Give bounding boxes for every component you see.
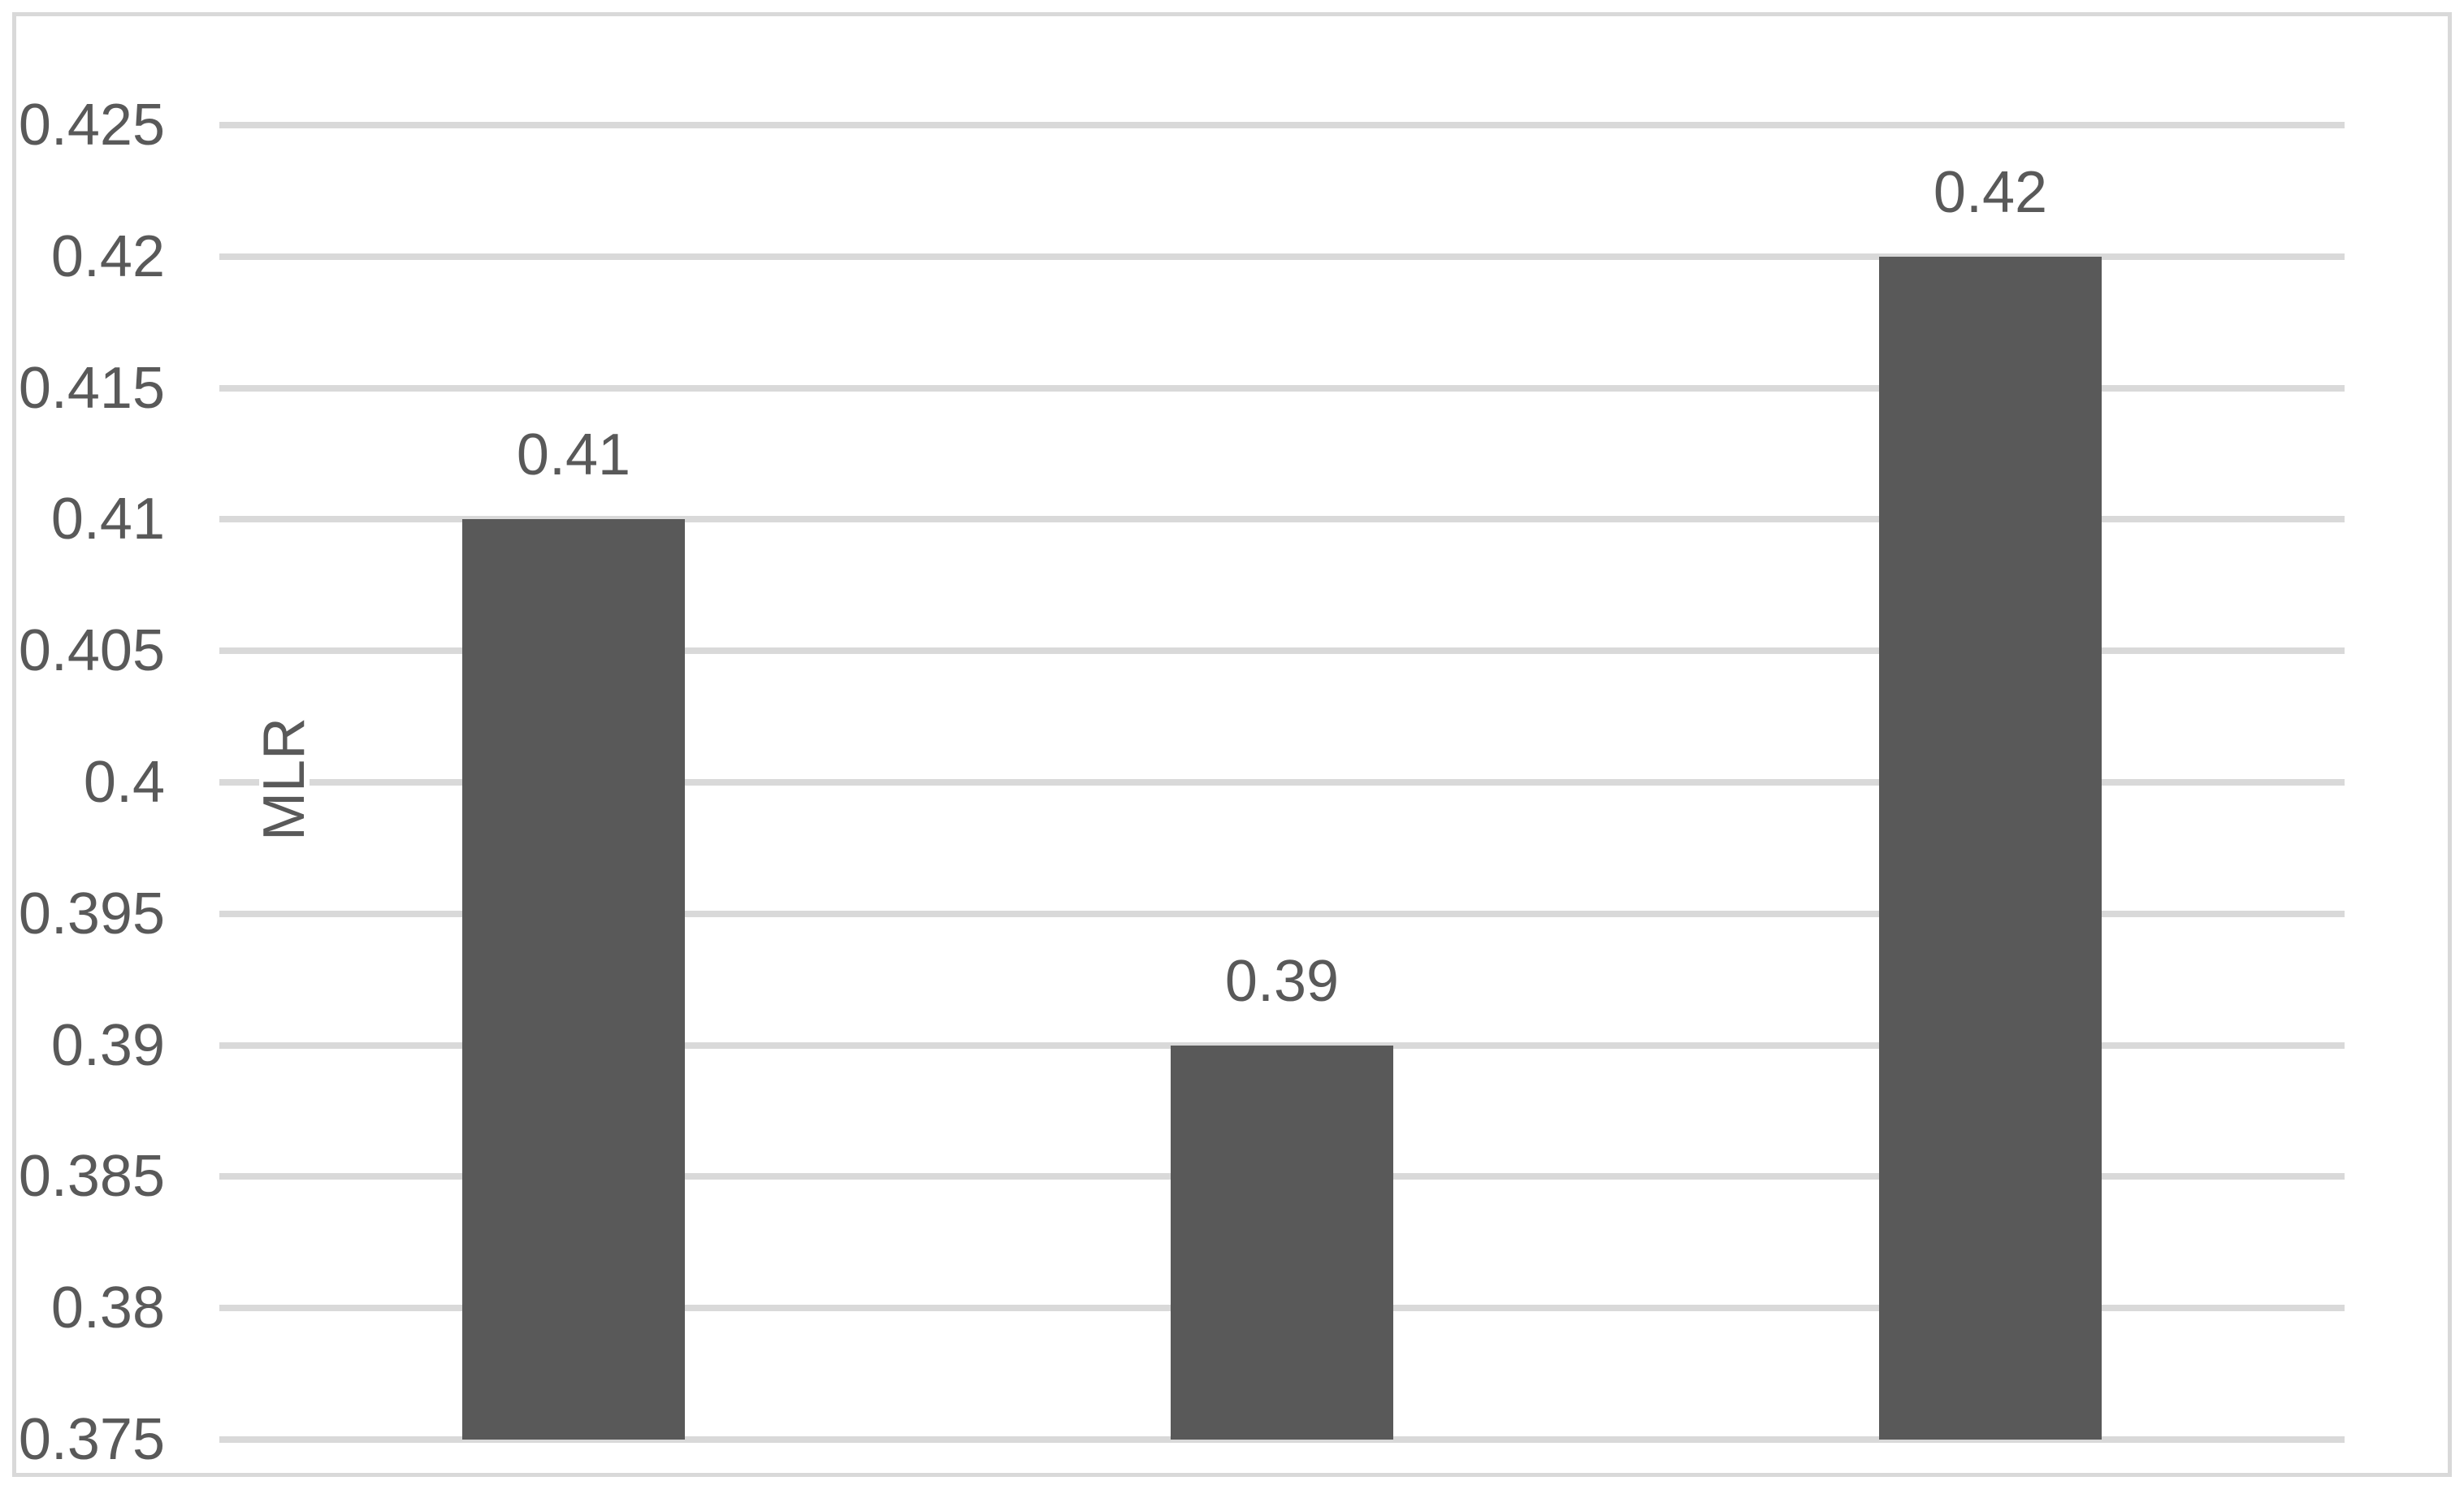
bar-data-label: 0.41 xyxy=(516,422,631,488)
y-axis-tick-label: 0.405 xyxy=(18,618,165,684)
gridline xyxy=(219,384,2345,392)
gridline xyxy=(219,253,2345,260)
y-axis-tick-label: 0.39 xyxy=(50,1012,165,1078)
bar-2 xyxy=(1171,1045,1393,1440)
y-axis-tick-label: 0.4 xyxy=(83,750,165,815)
y-axis-tick-label: 0.42 xyxy=(50,223,165,289)
bar-data-label: 0.39 xyxy=(1224,948,1340,1014)
y-axis-tick-label: 0.425 xyxy=(18,93,165,158)
gridline xyxy=(219,122,2345,128)
bar-data-label: 0.42 xyxy=(1933,159,2048,225)
y-axis-tick-label: 0.415 xyxy=(18,355,165,421)
gridline xyxy=(219,910,2345,917)
gridline xyxy=(219,779,2345,786)
gridline xyxy=(219,1436,2345,1443)
y-axis-tick-label: 0.38 xyxy=(50,1275,165,1341)
bar-1 xyxy=(462,519,685,1440)
y-axis-tick-label: 0.375 xyxy=(18,1407,165,1472)
y-axis-tick-label: 0.385 xyxy=(18,1144,165,1210)
bar-3 xyxy=(1879,256,2102,1440)
gridline xyxy=(219,647,2345,655)
y-axis-tick-label: 0.41 xyxy=(50,487,165,552)
y-axis-title: MLR xyxy=(252,717,317,842)
gridline xyxy=(219,516,2345,523)
y-axis-tick-label: 0.395 xyxy=(18,881,165,946)
